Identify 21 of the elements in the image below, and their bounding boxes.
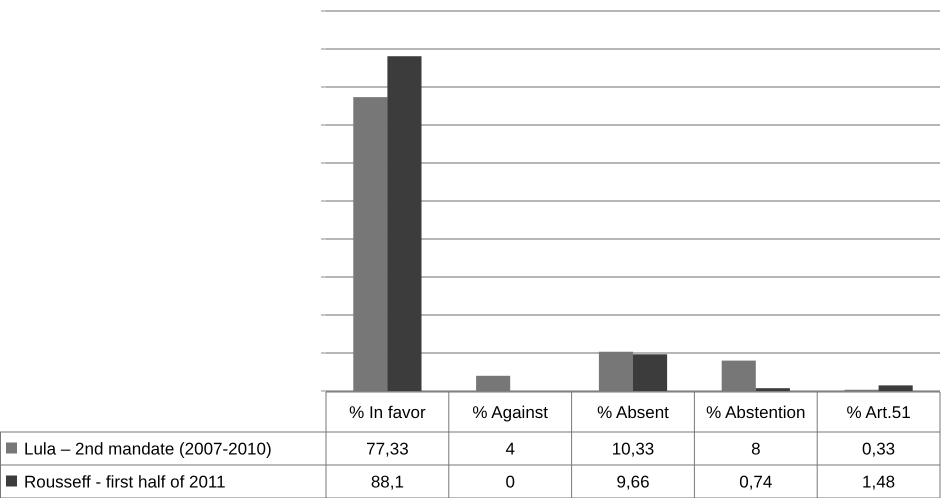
bar — [878, 385, 913, 391]
bar — [387, 56, 422, 391]
data-label: 77,33 — [366, 439, 409, 458]
data-label: 9,66 — [616, 472, 650, 492]
x-tick-label: % Against — [472, 402, 548, 422]
data-label: 10,33 — [612, 439, 654, 458]
data-label: 1,48 — [862, 472, 896, 492]
bar — [633, 354, 668, 391]
x-tick-label: % Art.51 — [846, 402, 911, 422]
legend-label: Rousseff - first half of 2011 — [24, 472, 226, 492]
data-label: 4 — [505, 439, 515, 458]
data-label: 0,33 — [862, 439, 896, 458]
data-label: 0 — [505, 472, 515, 492]
data-label: 8 — [751, 439, 761, 458]
x-tick-label: % Absent — [597, 402, 670, 422]
bar — [756, 388, 790, 391]
legend-label: Lula – 2nd mandate (2007-2010) — [24, 439, 272, 458]
data-label: 88,1 — [370, 472, 404, 492]
data-label: 0,74 — [739, 472, 772, 492]
x-tick-label: % Abstention — [706, 402, 806, 422]
x-tick-label: % In favor — [349, 402, 426, 422]
